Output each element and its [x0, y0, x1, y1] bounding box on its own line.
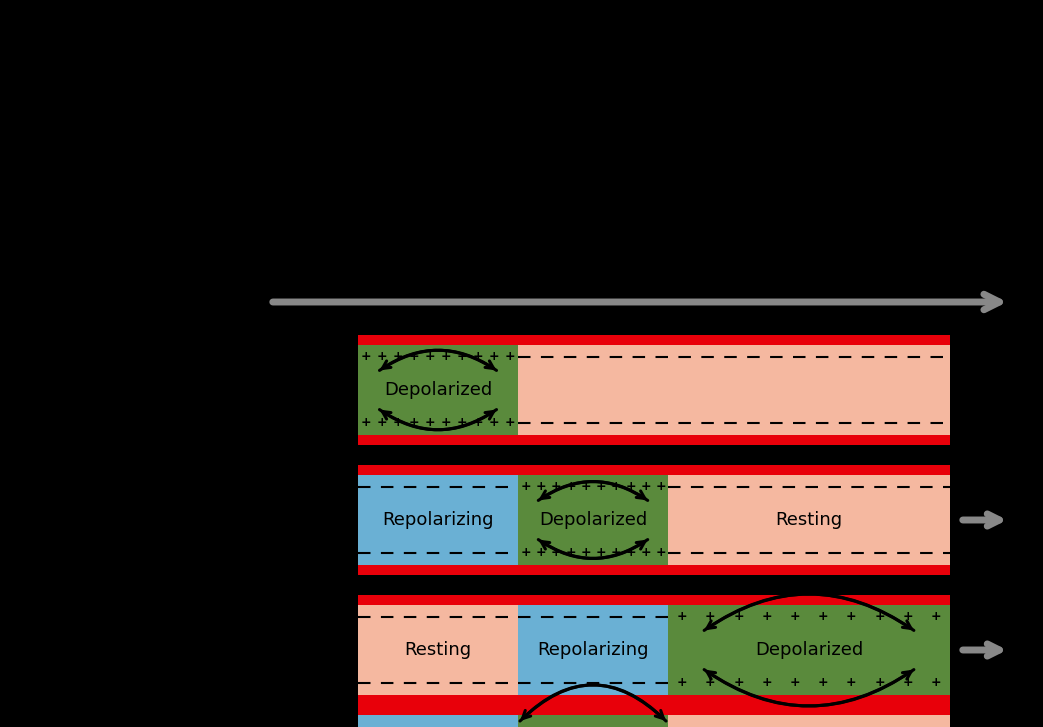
- Text: +: +: [489, 350, 500, 364]
- Text: +: +: [520, 547, 531, 560]
- Text: +: +: [930, 611, 941, 624]
- Bar: [358, 695, 950, 705]
- Bar: [358, 335, 518, 445]
- Text: +: +: [846, 611, 856, 624]
- Text: +: +: [551, 481, 561, 494]
- Text: +: +: [392, 350, 404, 364]
- Text: +: +: [505, 417, 515, 430]
- Bar: [358, 465, 950, 475]
- Text: +: +: [818, 611, 828, 624]
- Text: +: +: [535, 547, 545, 560]
- Text: +: +: [535, 481, 545, 494]
- Text: Resting: Resting: [405, 641, 471, 659]
- Text: +: +: [610, 547, 621, 560]
- Text: +: +: [457, 350, 467, 364]
- Text: +: +: [409, 350, 419, 364]
- Text: +: +: [565, 481, 576, 494]
- Bar: [358, 705, 950, 715]
- Text: +: +: [733, 677, 744, 689]
- Text: Repolarizing: Repolarizing: [537, 641, 649, 659]
- Text: +: +: [377, 350, 387, 364]
- Bar: [668, 595, 950, 705]
- Text: +: +: [655, 547, 665, 560]
- Bar: [668, 705, 950, 727]
- Text: +: +: [425, 350, 435, 364]
- Text: +: +: [472, 417, 483, 430]
- Bar: [518, 705, 668, 727]
- Text: Resting: Resting: [775, 511, 843, 529]
- Text: Depolarized: Depolarized: [755, 641, 864, 659]
- Text: +: +: [425, 417, 435, 430]
- Bar: [358, 335, 950, 345]
- Text: +: +: [846, 677, 856, 689]
- Text: +: +: [361, 417, 371, 430]
- Text: +: +: [677, 611, 687, 624]
- Text: +: +: [489, 417, 500, 430]
- Text: +: +: [930, 677, 941, 689]
- Text: +: +: [705, 611, 715, 624]
- Text: +: +: [625, 481, 636, 494]
- Text: +: +: [818, 677, 828, 689]
- Text: +: +: [761, 677, 772, 689]
- Text: +: +: [761, 611, 772, 624]
- Text: +: +: [640, 481, 651, 494]
- Text: +: +: [580, 547, 590, 560]
- Text: +: +: [874, 611, 884, 624]
- Text: +: +: [551, 547, 561, 560]
- Text: +: +: [565, 547, 576, 560]
- Text: +: +: [902, 611, 913, 624]
- Text: +: +: [655, 481, 665, 494]
- Text: +: +: [790, 611, 800, 624]
- Bar: [358, 435, 950, 445]
- Text: +: +: [409, 417, 419, 430]
- Text: +: +: [596, 481, 606, 494]
- Text: +: +: [640, 547, 651, 560]
- Text: +: +: [377, 417, 387, 430]
- Bar: [518, 465, 668, 575]
- Text: +: +: [392, 417, 404, 430]
- Bar: [358, 595, 950, 605]
- Text: +: +: [457, 417, 467, 430]
- Text: Depolarized: Depolarized: [539, 511, 647, 529]
- Bar: [358, 565, 950, 575]
- Text: +: +: [472, 350, 483, 364]
- Bar: [668, 465, 950, 575]
- Text: +: +: [441, 350, 452, 364]
- Text: +: +: [596, 547, 606, 560]
- Text: +: +: [580, 481, 590, 494]
- Bar: [518, 335, 950, 445]
- Text: +: +: [874, 677, 884, 689]
- Bar: [358, 465, 518, 575]
- Text: +: +: [520, 481, 531, 494]
- Text: +: +: [625, 547, 636, 560]
- Text: +: +: [505, 350, 515, 364]
- Text: +: +: [610, 481, 621, 494]
- Bar: [358, 595, 518, 705]
- Text: Repolarizing: Repolarizing: [382, 511, 493, 529]
- Text: +: +: [902, 677, 913, 689]
- Text: +: +: [441, 417, 452, 430]
- Text: Depolarized: Depolarized: [384, 381, 492, 399]
- Text: +: +: [790, 677, 800, 689]
- Text: +: +: [705, 677, 715, 689]
- Bar: [518, 595, 668, 705]
- Text: +: +: [361, 350, 371, 364]
- Text: +: +: [677, 677, 687, 689]
- Text: +: +: [733, 611, 744, 624]
- Bar: [358, 705, 518, 727]
